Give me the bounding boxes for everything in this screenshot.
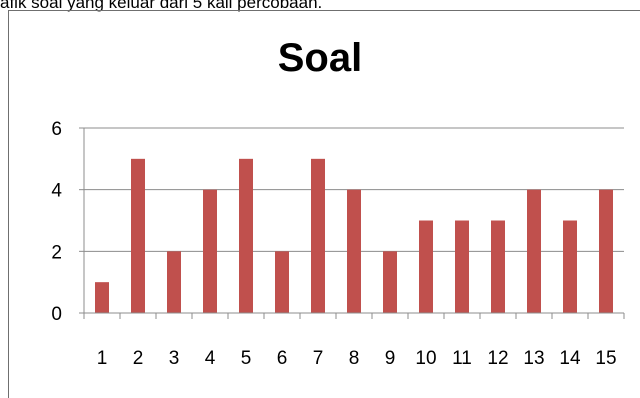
x-tick-label: 10	[415, 348, 436, 369]
bar-8	[347, 189, 361, 313]
bar-1	[95, 282, 109, 313]
y-tick-label: 2	[51, 242, 62, 263]
x-tick-label: 15	[595, 348, 616, 369]
chart-title: Soal	[277, 36, 363, 80]
x-tick-label: 7	[313, 348, 324, 369]
x-tick-label: 1	[97, 348, 108, 369]
bar-12	[491, 220, 505, 313]
bar-2	[131, 158, 145, 313]
x-tick-label: 2	[133, 348, 144, 369]
x-tick-label: 11	[452, 348, 472, 369]
caption-text: afik soal yang keluar dari 5 kali percob…	[0, 0, 323, 12]
chart-frame	[8, 10, 640, 398]
bar-13	[527, 189, 541, 313]
bar-11	[455, 220, 469, 313]
bar-14	[563, 220, 577, 313]
y-tick-label: 6	[51, 119, 62, 140]
bar-7	[311, 158, 325, 313]
x-tick-label: 12	[487, 348, 508, 369]
y-tick-label: 4	[51, 181, 62, 202]
x-tick-label: 4	[205, 348, 216, 369]
x-tick-label: 14	[559, 348, 581, 369]
x-tick-label: 9	[385, 348, 396, 369]
x-tick-label: 13	[523, 348, 544, 369]
bar-4	[203, 189, 217, 313]
bar-5	[239, 158, 253, 313]
y-tick-label: 0	[51, 304, 62, 325]
bar-10	[419, 220, 433, 313]
bar-6	[275, 251, 289, 313]
bar-15	[599, 189, 613, 313]
x-tick-label: 6	[277, 348, 288, 369]
bar-9	[383, 251, 397, 313]
x-tick-label: 5	[241, 348, 252, 369]
x-tick-label: 8	[349, 348, 360, 369]
x-tick-label: 3	[169, 348, 180, 369]
bar-3	[167, 251, 181, 313]
